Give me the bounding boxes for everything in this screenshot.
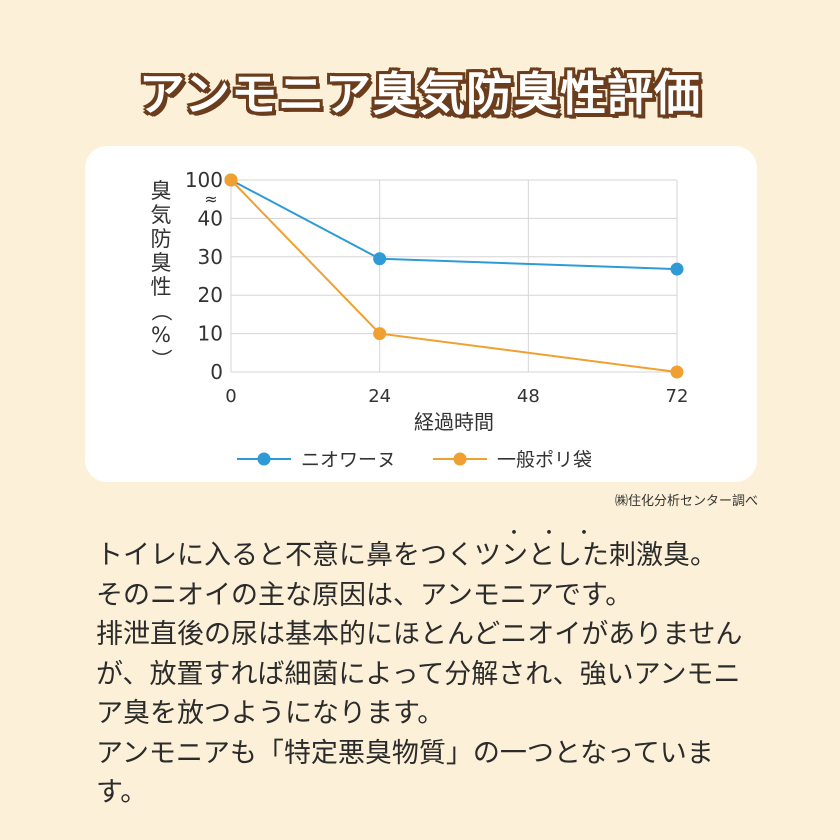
chart-card: 0 10 20 30 40 100 ≈0 24 48 72 経過時間臭気防臭性（%）ニオワーヌ 一般ポ…	[85, 146, 757, 482]
y-tick-label: 100	[185, 168, 223, 192]
x-axis-label: 経過時間	[414, 410, 494, 434]
y-axis-label-char: 臭	[151, 179, 172, 203]
y-tick-label: 30	[198, 245, 223, 269]
axis-break-symbol: ≈	[204, 189, 217, 208]
y-tick-label: 40	[198, 206, 223, 230]
series-line	[230, 179, 678, 271]
y-tick-label: 10	[198, 322, 223, 346]
data-point	[670, 262, 684, 276]
paragraph-4: アンモニアも「特定悪臭物質」の一つとなっています。	[96, 737, 714, 809]
legend-label: 一般ポリ袋	[497, 449, 592, 471]
emphasis-dots: ・・・	[505, 523, 610, 544]
legend-label: ニオワーヌ	[301, 449, 396, 471]
paragraph-2: そのニオイの主な原因は、アンモニアです。	[96, 579, 633, 611]
description-text: トイレに入ると不意に鼻をつくツンとした刺激臭。 そのニオイの主な原因は、アンモニ…	[96, 536, 756, 813]
data-point	[373, 327, 387, 341]
series-line	[230, 179, 678, 373]
data-point	[670, 365, 684, 379]
legend-marker	[257, 452, 271, 466]
x-tick-label: 0	[225, 386, 236, 407]
y-tick-label: 0	[210, 360, 223, 384]
x-tick-label: 48	[517, 386, 540, 407]
y-axis-label-char: ）	[149, 349, 173, 370]
y-axis-label-char: 性	[151, 275, 172, 299]
y-axis-label-char: 気	[151, 203, 172, 227]
source-note: ㈱住化分析センター調べ	[614, 494, 758, 509]
paragraph-1: トイレに入ると不意に鼻をつくツンとした刺激臭。	[96, 540, 717, 571]
paragraph-3: 排泄直後の尿は基本的にほとんどニオイがありません が、放置すれば細菌によって分解…	[96, 619, 743, 729]
y-tick-label: 20	[198, 283, 223, 307]
data-point	[224, 173, 238, 187]
y-axis-label-char: 防	[151, 227, 172, 251]
page-title: アンモニア臭気防臭性評価	[138, 67, 702, 121]
y-axis-label-char: 臭	[151, 251, 172, 275]
data-point	[373, 252, 387, 266]
y-axis-label-char: （	[149, 301, 173, 322]
legend-marker	[453, 452, 467, 466]
x-tick-label: 24	[368, 386, 391, 407]
y-axis-label-char: %	[151, 323, 171, 347]
x-tick-label: 72	[666, 386, 689, 407]
